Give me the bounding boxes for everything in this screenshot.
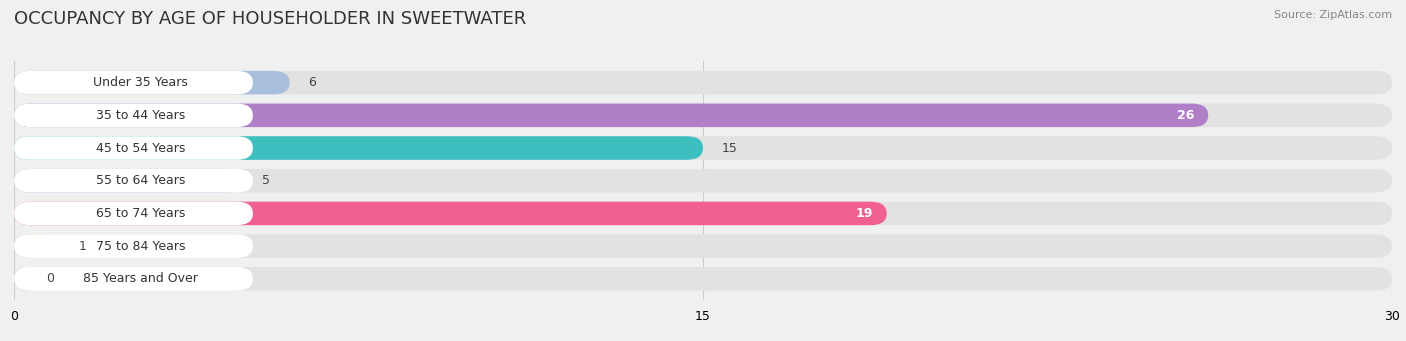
Text: 65 to 74 Years: 65 to 74 Years: [96, 207, 186, 220]
FancyBboxPatch shape: [14, 136, 1392, 160]
FancyBboxPatch shape: [14, 202, 1392, 225]
FancyBboxPatch shape: [14, 202, 887, 225]
FancyBboxPatch shape: [14, 71, 253, 94]
FancyBboxPatch shape: [14, 169, 1392, 193]
FancyBboxPatch shape: [14, 104, 1208, 127]
Text: 15: 15: [721, 142, 737, 154]
Text: 75 to 84 Years: 75 to 84 Years: [96, 240, 186, 253]
Text: OCCUPANCY BY AGE OF HOUSEHOLDER IN SWEETWATER: OCCUPANCY BY AGE OF HOUSEHOLDER IN SWEET…: [14, 10, 526, 28]
Text: 35 to 44 Years: 35 to 44 Years: [96, 109, 186, 122]
Text: 0: 0: [46, 272, 55, 285]
Text: 1: 1: [79, 240, 86, 253]
Text: 26: 26: [1177, 109, 1195, 122]
FancyBboxPatch shape: [14, 136, 253, 160]
FancyBboxPatch shape: [14, 234, 60, 258]
Text: 85 Years and Over: 85 Years and Over: [83, 272, 198, 285]
FancyBboxPatch shape: [14, 169, 243, 193]
FancyBboxPatch shape: [14, 136, 703, 160]
Text: 5: 5: [262, 174, 270, 187]
FancyBboxPatch shape: [14, 202, 253, 225]
FancyBboxPatch shape: [14, 169, 253, 193]
FancyBboxPatch shape: [14, 71, 290, 94]
Text: 19: 19: [856, 207, 873, 220]
FancyBboxPatch shape: [14, 267, 37, 291]
Text: Under 35 Years: Under 35 Years: [93, 76, 188, 89]
Text: 45 to 54 Years: 45 to 54 Years: [96, 142, 186, 154]
Text: 6: 6: [308, 76, 316, 89]
FancyBboxPatch shape: [14, 267, 1392, 291]
Text: 55 to 64 Years: 55 to 64 Years: [96, 174, 186, 187]
FancyBboxPatch shape: [14, 234, 253, 258]
FancyBboxPatch shape: [14, 267, 253, 291]
FancyBboxPatch shape: [14, 104, 1392, 127]
FancyBboxPatch shape: [14, 71, 1392, 94]
FancyBboxPatch shape: [14, 234, 1392, 258]
FancyBboxPatch shape: [14, 104, 253, 127]
Text: Source: ZipAtlas.com: Source: ZipAtlas.com: [1274, 10, 1392, 20]
